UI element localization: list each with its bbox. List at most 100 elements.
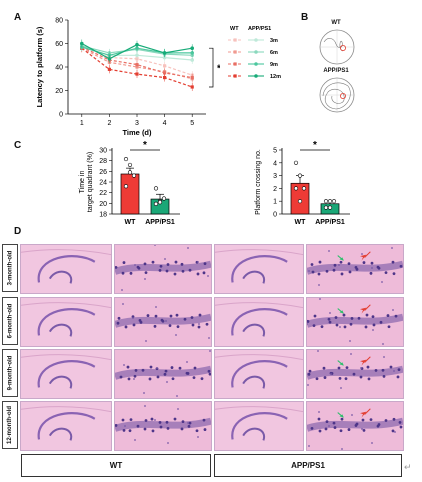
- scattered-cell: [167, 442, 169, 444]
- scattered-cell: [177, 408, 179, 410]
- nucleus: [149, 365, 153, 369]
- scattered-cell: [144, 278, 146, 280]
- individual-point: [131, 173, 137, 178]
- he-stain-image: [20, 349, 112, 399]
- x-tick-label: 2: [107, 120, 111, 127]
- scattered-cell: [394, 431, 396, 433]
- scattered-cell: [328, 425, 330, 427]
- nucleus: [333, 263, 337, 267]
- y-tick-label: 28: [99, 158, 107, 165]
- scattered-cell: [319, 298, 321, 300]
- tissue-background: [21, 350, 111, 398]
- nucleus: [127, 377, 131, 381]
- individual-point: [323, 199, 329, 204]
- dentate-gyrus: [242, 323, 266, 337]
- nucleus: [176, 325, 180, 329]
- individual-point: [301, 186, 307, 191]
- tissue-edge: [215, 249, 303, 256]
- nucleus: [332, 421, 336, 425]
- scattered-cell: [155, 306, 157, 308]
- y-tick-label: 80: [55, 18, 63, 25]
- nucleus: [317, 417, 321, 421]
- nucleus: [203, 428, 207, 431]
- data-point: [163, 75, 167, 80]
- pyramidal-layer: [115, 260, 211, 275]
- y-tick-label: 18: [99, 212, 107, 219]
- scattered-cell: [349, 340, 351, 342]
- nucleus: [357, 316, 361, 320]
- scattered-cell: [351, 414, 353, 416]
- y-tick-label: 60: [55, 41, 63, 48]
- nucleus: [190, 316, 194, 319]
- green-arrow: [339, 310, 344, 314]
- individual-point: [123, 156, 129, 162]
- y-tick-label: 0: [273, 212, 277, 219]
- nucleus: [364, 325, 368, 329]
- nucleus: [318, 260, 322, 264]
- nucleus: [164, 369, 168, 373]
- scattered-cell: [381, 281, 383, 283]
- nucleus: [158, 421, 162, 424]
- nucleus: [180, 262, 184, 266]
- nucleus: [173, 417, 177, 421]
- y-tick-label: 20: [99, 201, 107, 208]
- he-stain-image: [114, 401, 212, 451]
- nucleus: [183, 317, 187, 321]
- scattered-cell: [121, 289, 123, 291]
- red-arrow-shaft: [364, 304, 371, 311]
- latency-line-chart: 0 20 40 60 80 1 2 3 4 5 Time (d) Latency to platfor…: [35, 18, 220, 138]
- nucleus: [394, 314, 398, 318]
- nucleus: [343, 325, 347, 329]
- scattered-cell: [207, 275, 209, 277]
- nucleus: [141, 368, 145, 372]
- nucleus: [208, 372, 211, 376]
- row-label-text: 9-month-old: [7, 355, 14, 391]
- nucleus: [202, 271, 206, 275]
- scattered-cell: [124, 425, 126, 427]
- nucleus: [200, 377, 204, 381]
- data-point: [190, 46, 194, 50]
- pyramidal-layer: [307, 365, 403, 380]
- category-label: WT: [295, 219, 307, 226]
- nucleus: [313, 314, 317, 318]
- nucleus: [342, 313, 346, 317]
- nucleus: [315, 377, 319, 381]
- nucleus: [205, 322, 209, 326]
- nucleus: [198, 313, 202, 317]
- maze-wt-label: WT: [331, 20, 341, 26]
- nucleus: [355, 267, 359, 271]
- dentate-gyrus: [48, 270, 73, 284]
- nucleus: [318, 429, 322, 433]
- hippocampal-cell-layer: [37, 412, 96, 440]
- scattered-cell: [197, 436, 199, 438]
- nucleus: [339, 260, 343, 264]
- nucleus: [324, 427, 328, 431]
- nucleus: [133, 374, 137, 378]
- nucleus: [392, 272, 396, 276]
- scattered-cell: [383, 356, 385, 358]
- y-tick-label: 4: [273, 160, 277, 167]
- nucleus: [131, 315, 135, 319]
- nucleus: [397, 368, 401, 372]
- tissue-background: [215, 298, 303, 346]
- he-stain-image: [20, 401, 112, 451]
- scattered-cell: [209, 350, 211, 352]
- red-arrow: [360, 307, 367, 314]
- nucleus: [344, 377, 348, 381]
- tissue-background: [21, 298, 111, 346]
- scattered-cell: [197, 261, 199, 263]
- tissue-edge: [21, 249, 111, 256]
- nucleus: [348, 270, 352, 274]
- tissue-edge: [21, 406, 111, 413]
- nucleus: [165, 269, 169, 273]
- he-stain-image: [306, 401, 404, 451]
- nucleus: [129, 271, 133, 275]
- x-tick-label: 1: [80, 120, 84, 127]
- nucleus: [197, 325, 201, 329]
- individual-point: [293, 160, 299, 165]
- nucleus: [362, 261, 366, 264]
- data-point: [135, 63, 139, 67]
- nucleus: [180, 427, 184, 431]
- tissue-edge: [215, 302, 303, 309]
- nucleus: [168, 324, 172, 328]
